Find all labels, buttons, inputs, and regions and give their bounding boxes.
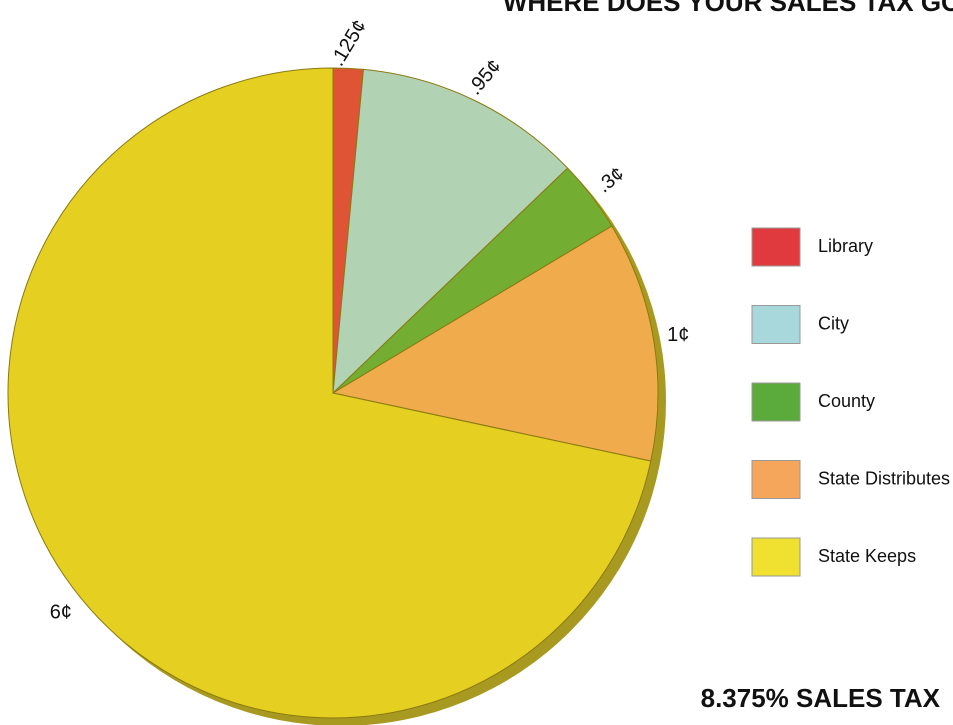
legend-swatch [751, 537, 801, 577]
legend-label: State Distributes [818, 468, 950, 488]
legend-label: Library [818, 236, 873, 256]
legend-label: County [818, 391, 875, 411]
value-label: .95¢ [464, 55, 506, 99]
pie-slice [7, 67, 652, 719]
legend-swatch [751, 305, 801, 344]
chart-title: WHERE DOES YOUR SALES TAX GO? [503, 0, 953, 17]
value-label: .125¢ [326, 16, 371, 70]
legend-swatch [751, 382, 801, 422]
chart-subtitle: 8.375% SALES TAX [701, 683, 941, 713]
legend-swatch [751, 227, 801, 267]
pie [7, 67, 659, 719]
value-label: 6¢ [50, 601, 72, 623]
pie-slice [332, 68, 569, 395]
value-label: .3¢ [593, 163, 628, 198]
value-label: 1¢ [667, 324, 689, 346]
pie-slice [331, 225, 659, 462]
legend-label: State Keeps [818, 546, 916, 566]
legend-label: City [818, 313, 849, 333]
legend-swatch [751, 460, 801, 499]
